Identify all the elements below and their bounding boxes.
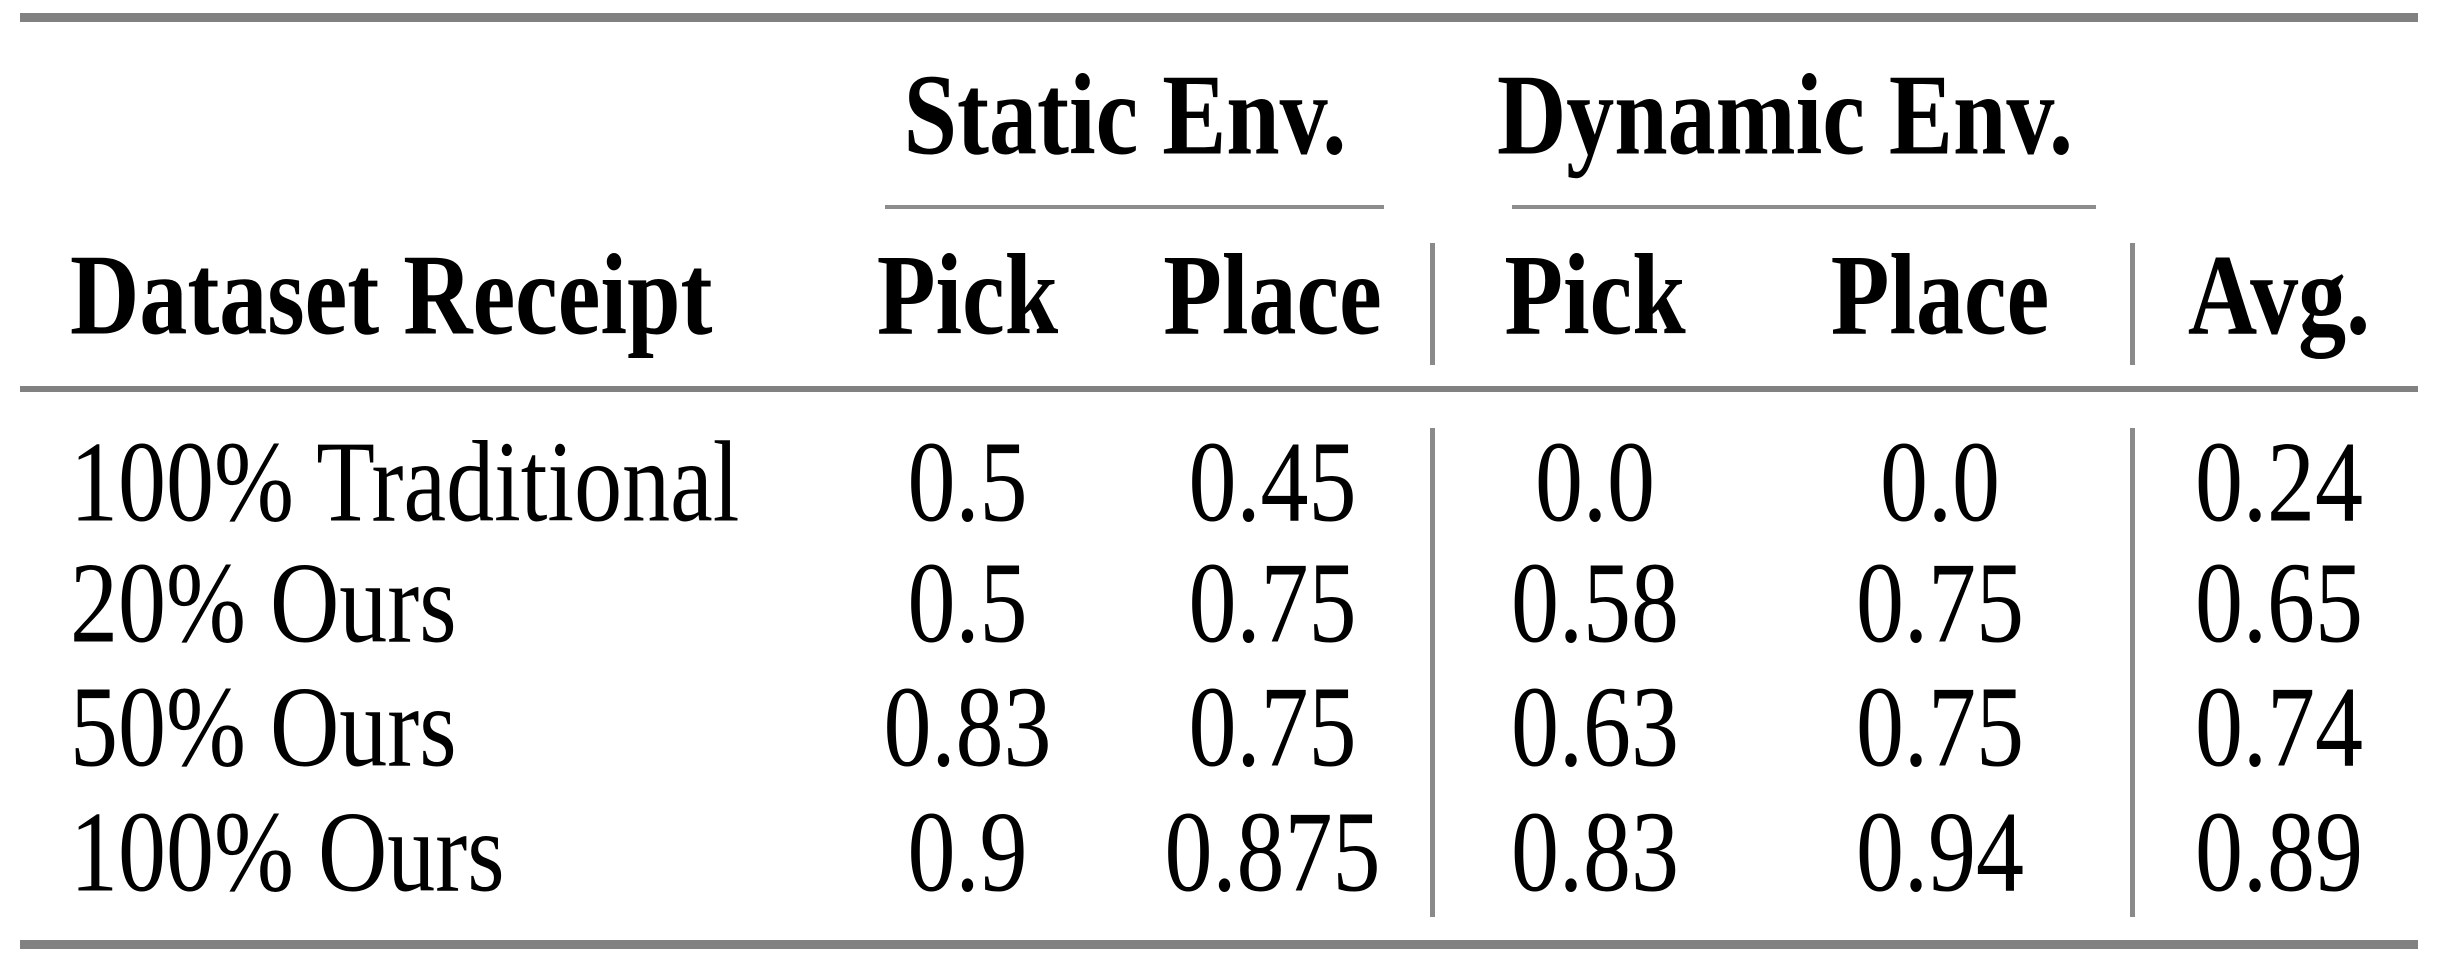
column-header-avg: Avg. bbox=[2187, 230, 2371, 359]
row-label: 100% Ours bbox=[70, 787, 505, 916]
cell-static-pick: 0.5 bbox=[907, 538, 1028, 667]
cell-dynamic-pick: 0.63 bbox=[1511, 662, 1679, 791]
column-header-static-place: Place bbox=[1163, 230, 1382, 359]
row-label: 100% Traditional bbox=[70, 417, 740, 546]
group-header-dynamic-env: Dynamic Env. bbox=[1496, 50, 2074, 179]
cell-static-place: 0.875 bbox=[1164, 787, 1381, 916]
column-header-dynamic-place: Place bbox=[1830, 230, 2050, 359]
cell-dynamic-place: 0.0 bbox=[1880, 417, 2000, 546]
cell-avg: 0.89 bbox=[2195, 787, 2363, 916]
cell-dynamic-place: 0.94 bbox=[1856, 787, 2024, 916]
cell-static-place: 0.75 bbox=[1188, 662, 1357, 791]
cell-dynamic-pick: 0.58 bbox=[1511, 538, 1679, 667]
column-separator-2-body bbox=[2130, 428, 2135, 917]
group-header-static-env: Static Env. bbox=[903, 50, 1347, 179]
column-separator-2-header bbox=[2130, 243, 2135, 365]
table-row: 100% Ours 0.9 0.875 0.83 0.94 0.89 bbox=[0, 791, 2440, 913]
static-env-cmidrule bbox=[885, 205, 1384, 209]
table-row: 20% Ours 0.5 0.75 0.58 0.75 0.65 bbox=[0, 542, 2440, 664]
row-label: 50% Ours bbox=[70, 662, 457, 791]
cell-avg: 0.24 bbox=[2195, 417, 2363, 546]
cell-static-pick: 0.5 bbox=[907, 417, 1028, 546]
column-separator-1-body bbox=[1430, 428, 1435, 917]
column-header-static-pick: Pick bbox=[876, 230, 1059, 359]
column-header-dynamic-pick: Pick bbox=[1504, 230, 1686, 359]
column-separator-1-header bbox=[1430, 243, 1435, 365]
cell-dynamic-pick: 0.0 bbox=[1535, 417, 1655, 546]
table-mid-rule bbox=[20, 386, 2418, 392]
column-header-row: Dataset Receipt Pick Place Pick Place Av… bbox=[0, 215, 2440, 375]
group-header-row: Static Env. Dynamic Env. bbox=[0, 30, 2440, 200]
table-top-rule bbox=[20, 13, 2418, 22]
cell-avg: 0.65 bbox=[2195, 538, 2363, 667]
cell-dynamic-pick: 0.83 bbox=[1511, 787, 1679, 916]
table-row: 100% Traditional 0.5 0.45 0.0 0.0 0.24 bbox=[0, 421, 2440, 543]
dynamic-env-cmidrule bbox=[1512, 205, 2096, 209]
table-bottom-rule bbox=[20, 940, 2418, 949]
cell-dynamic-place: 0.75 bbox=[1856, 538, 2024, 667]
cell-static-place: 0.75 bbox=[1188, 538, 1357, 667]
cell-static-pick: 0.9 bbox=[907, 787, 1028, 916]
cell-dynamic-place: 0.75 bbox=[1856, 662, 2024, 791]
cell-static-place: 0.45 bbox=[1188, 417, 1357, 546]
row-label: 20% Ours bbox=[70, 538, 457, 667]
column-header-dataset-receipt: Dataset Receipt bbox=[70, 230, 713, 359]
cell-static-pick: 0.83 bbox=[883, 662, 1052, 791]
cell-avg: 0.74 bbox=[2195, 662, 2363, 791]
table-row: 50% Ours 0.83 0.75 0.63 0.75 0.74 bbox=[0, 666, 2440, 788]
